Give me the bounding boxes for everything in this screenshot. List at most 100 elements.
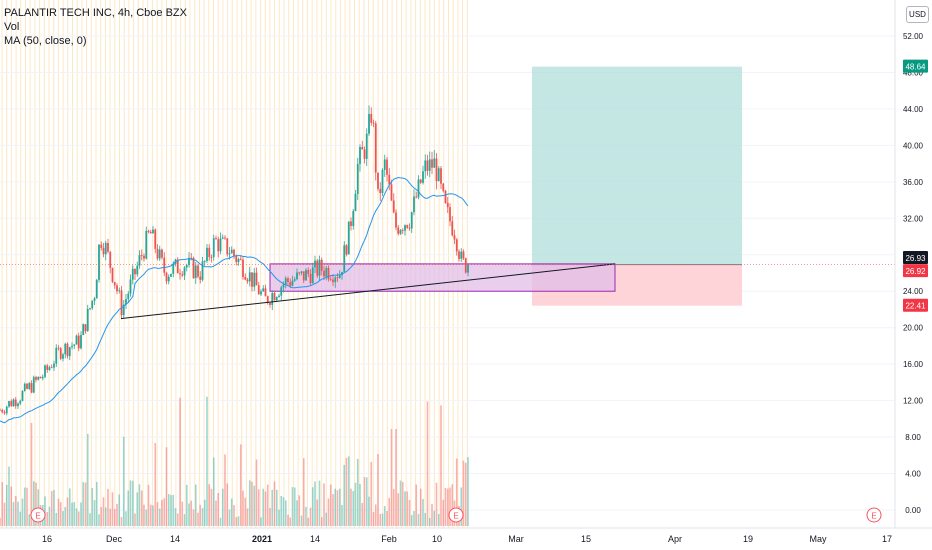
price-label-last: 26.93 [905,254,926,263]
price-label-stop-bg [903,298,928,312]
candle-body [208,247,211,258]
volume-bar [230,498,233,526]
candle-body [37,376,40,380]
volume-bar [176,513,179,526]
volume-bar [419,488,422,526]
volume-bar [253,485,256,526]
time-tick-label: 16 [42,534,52,544]
currency-badge[interactable]: USD [906,6,929,23]
volume-bar [46,512,49,526]
volume-bar [318,480,321,526]
volume-bar [136,492,139,526]
candle-body [347,221,350,255]
candle-body [181,274,184,276]
volume-bar [75,508,78,526]
candle-body [210,257,213,258]
volume-bar [91,487,94,526]
volume-bar [289,517,292,526]
candle-body [136,265,139,275]
volume-bar [255,459,258,526]
volume-bar [298,495,301,526]
price-axis[interactable]: 52.0048.0044.0040.0036.0032.0028.0024.00… [894,0,924,528]
candle-body [260,291,262,295]
earnings-marker[interactable]: E [448,507,464,523]
candle-body [428,159,431,171]
time-tick-label: 2021 [252,534,272,544]
candle-body [302,271,305,281]
candle-body [86,308,89,332]
volume-bar [140,490,143,526]
price-tick-label: 0.00 [905,506,921,515]
candle-body [179,273,181,275]
candle-body [309,273,312,284]
candle-body [442,183,445,191]
candle-body [219,238,222,252]
volume-bar [224,454,226,526]
volume-bar [363,476,366,526]
candle-body [314,260,316,268]
volume-bar [446,488,449,526]
candle-body [217,239,220,252]
time-axis[interactable]: 16 Dec 14 2021 14 Feb 10 Mar 15 Apr 19 May 17 [0,527,932,544]
volume-bar [370,461,373,526]
volume-bar [401,481,404,526]
candle-body [257,285,260,295]
candle-body [170,273,172,277]
volume-bar [68,488,71,526]
position-zones[interactable] [532,66,742,306]
candle-body [453,235,456,240]
volume-bar [3,502,6,526]
volume-bar [127,490,130,526]
candle-body [381,169,384,194]
candle-body [0,409,1,411]
volume-bar [426,401,429,526]
candle-body [1,409,4,413]
volume-bar [345,458,348,526]
candle-body [269,303,271,305]
earnings-label: E [35,512,40,521]
volume-bar [158,508,161,526]
time-tick-label: May [809,534,827,544]
volume-bar [246,508,249,526]
candle-body [404,225,406,231]
candle-body [59,348,62,359]
candle-body [446,203,449,208]
candle-body [352,210,355,227]
volume-bar [210,488,213,526]
volume-legend[interactable]: Vol [4,21,20,33]
volume-bar [424,512,427,526]
ma-legend[interactable]: MA (50, close, 0) [4,35,87,47]
price-tick-label: 32.00 [903,214,924,223]
candle-body [379,188,382,194]
time-tick-label: 14 [170,534,180,544]
volume-bar [347,456,350,526]
trendline[interactable] [120,263,616,320]
volume-bar [152,505,154,526]
volume-bar [237,516,240,526]
candle-body [242,259,244,277]
moving-average [0,176,469,424]
price-label-entry-bg [903,264,928,278]
earnings-circle [30,507,46,523]
volume-bar [89,513,91,526]
candle-body [145,230,148,259]
candle-body [264,288,267,297]
volume-bar [62,511,64,526]
support-box[interactable] [269,263,616,292]
volume-bar [10,486,13,526]
volume-bar [381,513,384,526]
candles [0,105,469,416]
candle-body [334,277,337,283]
volume-bar [102,497,105,526]
volume-bar [262,488,265,526]
volume-bar [372,512,375,526]
volume-bar [311,487,314,526]
earnings-marker[interactable]: E [866,507,882,523]
symbol-title[interactable]: PALANTIR TECH INC, 4h, Cboe BZX [4,7,187,19]
candle-body [440,168,442,184]
candle-body [104,242,107,255]
earnings-marker[interactable]: E [30,507,46,523]
candle-body [406,225,409,228]
